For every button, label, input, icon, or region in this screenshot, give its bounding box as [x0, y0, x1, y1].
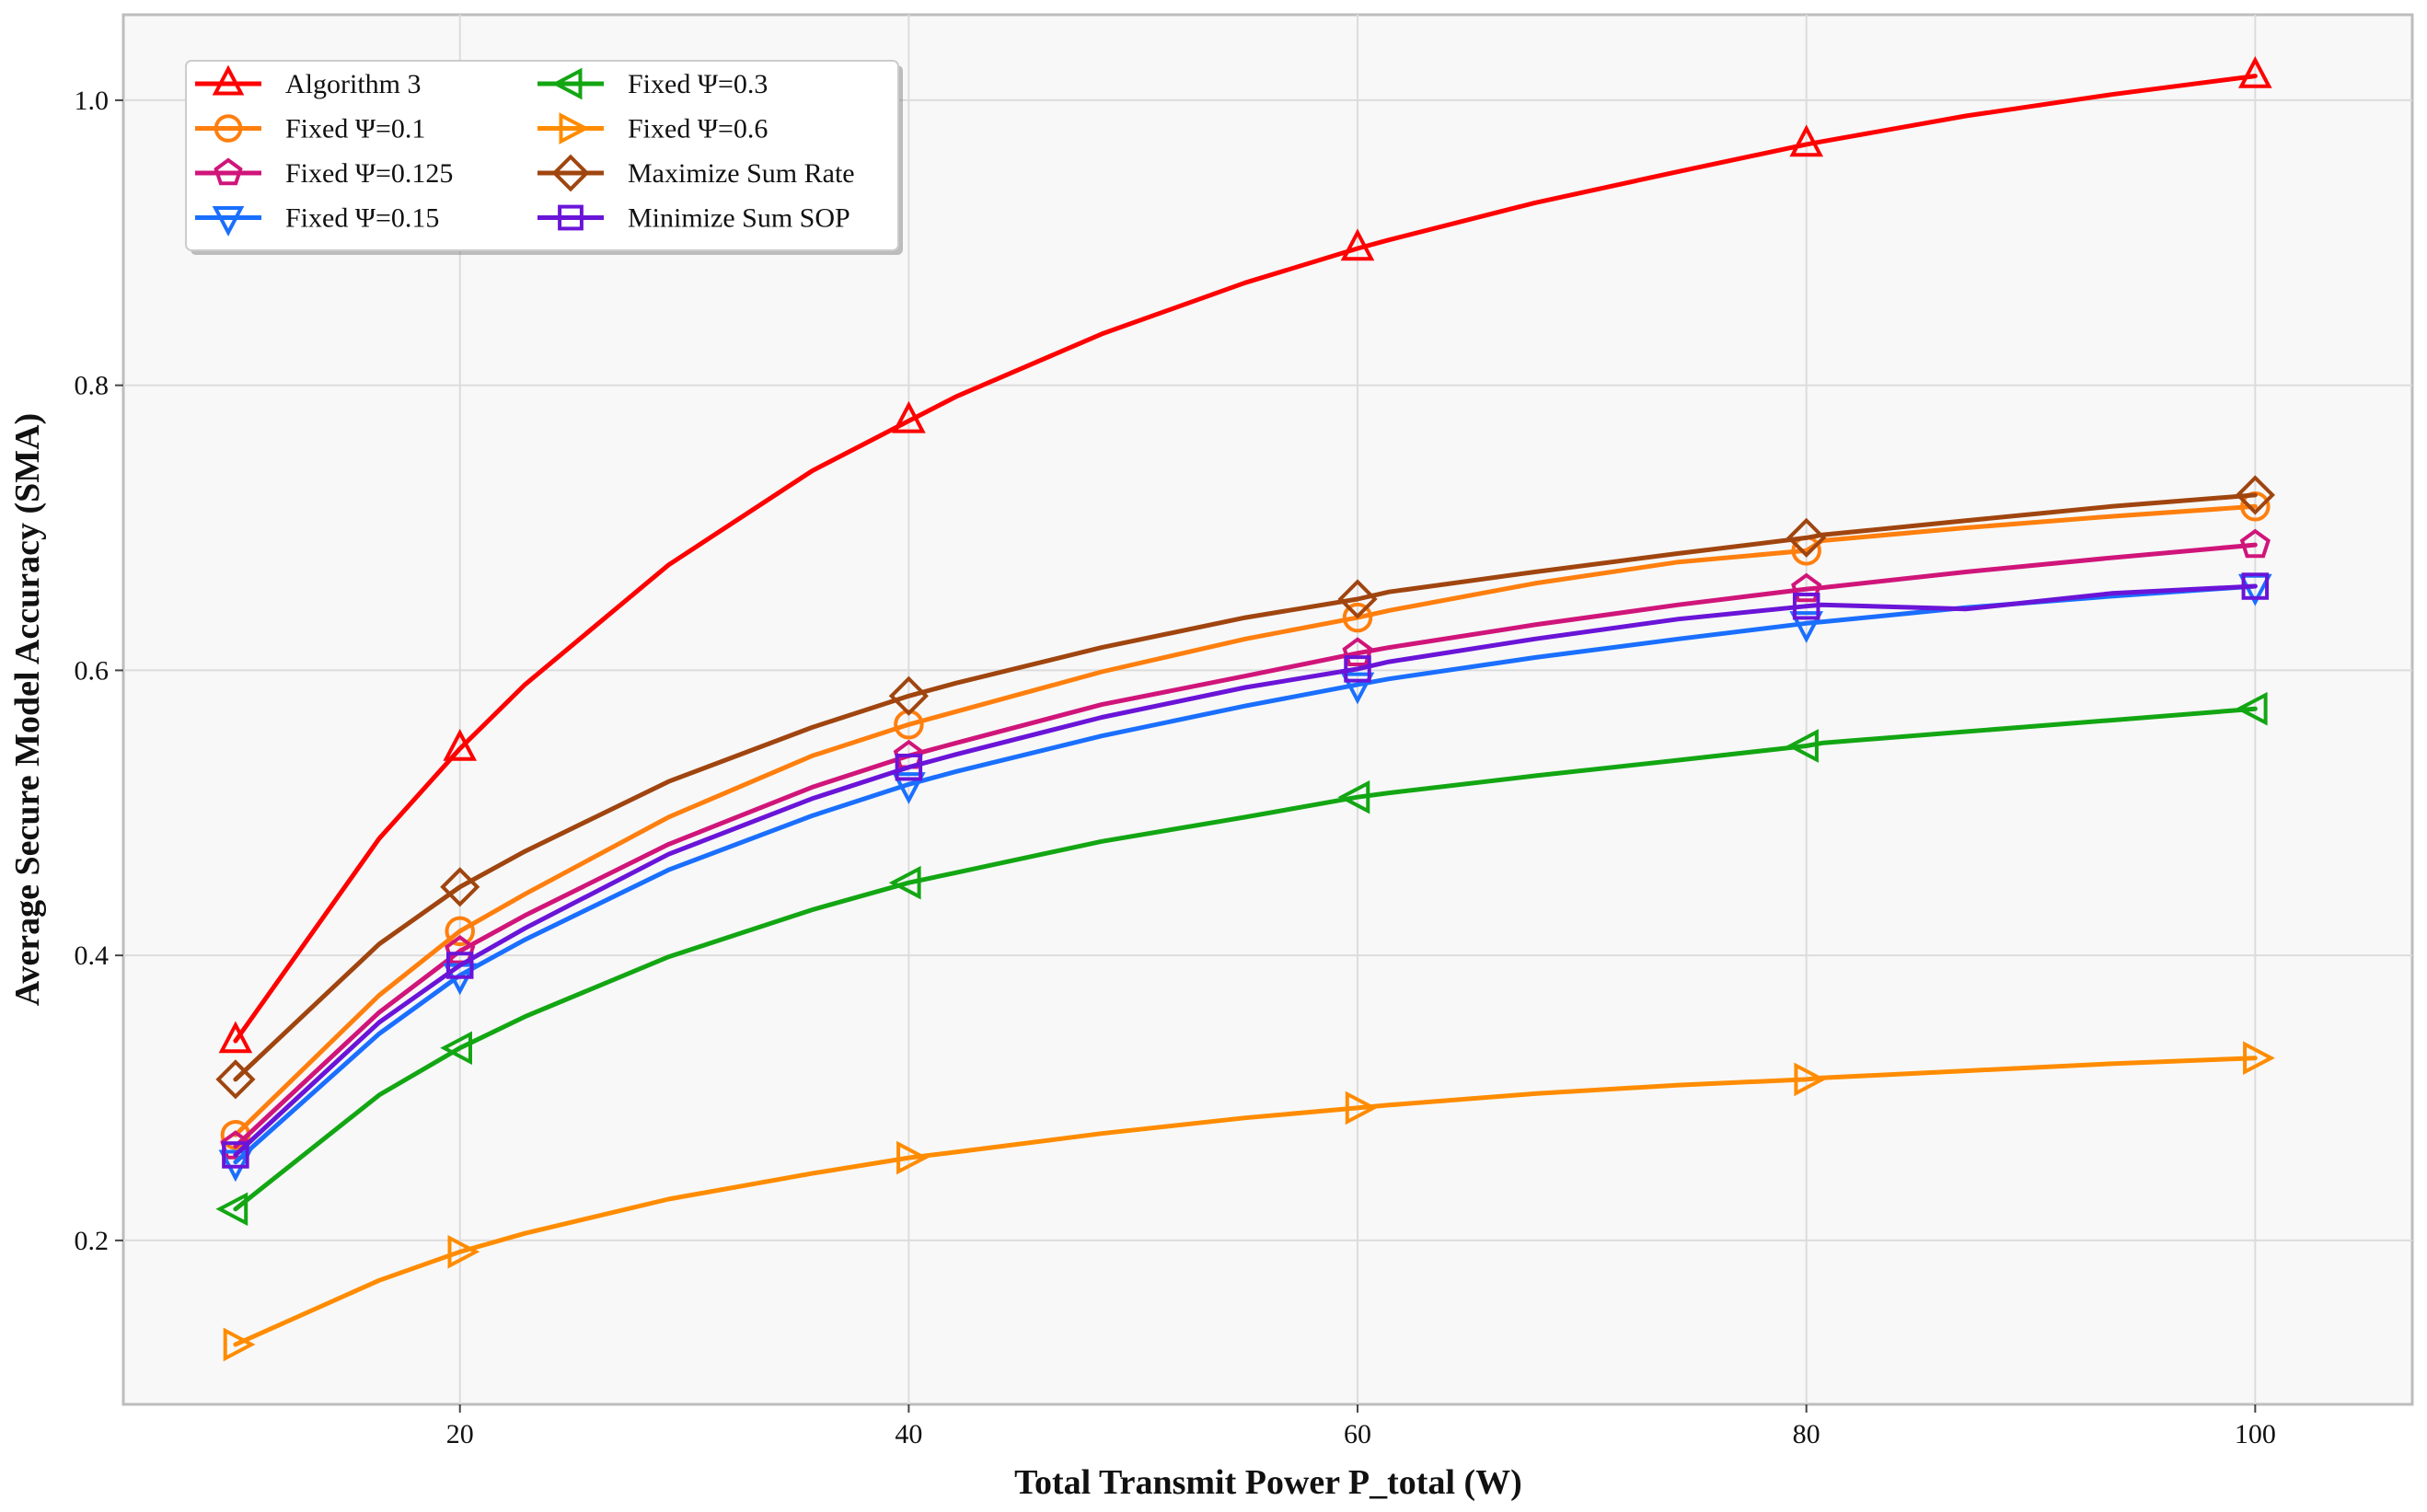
- series-line: [233, 583, 2258, 1158]
- data-point: [445, 952, 474, 979]
- data-point: [1342, 637, 1373, 666]
- legend-entries: Algorithm 3 Fixed Ψ=0.1 Fixed Ψ=0.125 Fixed…: [195, 64, 855, 237]
- data-point: [445, 935, 476, 964]
- legend-entry-fixed-0-3: Fixed Ψ=0.3: [537, 67, 768, 100]
- data-point: [2237, 56, 2272, 88]
- data-point: [440, 1031, 472, 1066]
- legend-entry-fixed-0-125: Fixed Ψ=0.125: [195, 157, 453, 189]
- legend-label: Maximize Sum Rate: [628, 158, 855, 189]
- data-point: [443, 729, 478, 761]
- data-point: [2239, 528, 2271, 559]
- data-point: [445, 916, 475, 947]
- series-line: [233, 706, 2258, 1212]
- data-point: [222, 1141, 249, 1169]
- data-point: [223, 1327, 256, 1362]
- legend-entry-fixed-0-15: Fixed Ψ=0.15: [195, 203, 439, 237]
- legend-box: [185, 60, 899, 251]
- series-fixed-0-125: [220, 528, 2271, 1160]
- series-fixed-0-3: [215, 691, 2268, 1227]
- legend-marker: [212, 206, 245, 237]
- data-point: [1344, 655, 1371, 683]
- y-tick-label: 0.2: [75, 1226, 110, 1256]
- y-axis-title: Average Secure Model Accuracy (SMA): [8, 413, 47, 1006]
- series-minimize-sum-sop: [222, 572, 2270, 1169]
- data-point: [892, 400, 926, 433]
- legend-marker: [214, 114, 243, 143]
- data-point: [1789, 611, 1824, 643]
- data-point: [1789, 124, 1824, 157]
- data-point: [892, 772, 926, 804]
- data-point: [1340, 672, 1375, 705]
- x-tick-label: 20: [446, 1419, 474, 1449]
- data-point: [2235, 691, 2268, 726]
- series-line: [233, 542, 2258, 1149]
- legend-marker: [558, 204, 584, 231]
- data-point: [1786, 729, 1819, 763]
- series-maximize-sum-rate: [215, 475, 2275, 1100]
- data-point: [440, 867, 480, 907]
- legend: Algorithm 3 Fixed Ψ=0.1 Fixed Ψ=0.125 Fixed…: [185, 60, 903, 255]
- legend-entry-algorithm-3: Algorithm 3: [195, 64, 422, 99]
- data-point: [2235, 475, 2275, 515]
- data-point: [2243, 1041, 2275, 1076]
- legend-label: Minimize Sum SOP: [628, 203, 850, 234]
- data-point: [896, 1140, 929, 1175]
- legend-marker: [214, 157, 243, 186]
- x-tick-label: 100: [2235, 1419, 2276, 1449]
- data-point: [2241, 572, 2270, 600]
- legend-entry-fixed-0-6: Fixed Ψ=0.6: [537, 112, 768, 144]
- data-point: [215, 1192, 248, 1227]
- series-fixed-0-6: [223, 1041, 2275, 1362]
- x-tick-label: 80: [1793, 1419, 1820, 1449]
- series-line: [233, 583, 2258, 1165]
- legend-marker: [551, 67, 583, 100]
- legend-label: Algorithm 3: [285, 69, 422, 99]
- legend-entry-minimize-sum-sop: Minimize Sum SOP: [537, 203, 850, 234]
- x-axis-title: Total Transmit Power P_total (W): [1014, 1463, 1522, 1502]
- data-point: [447, 1234, 480, 1269]
- data-point: [1340, 228, 1375, 261]
- data-point: [218, 1021, 253, 1054]
- data-point: [888, 865, 921, 900]
- legend-label: Fixed Ψ=0.1: [285, 114, 425, 144]
- y-tick-label: 1.0: [75, 86, 110, 116]
- data-point: [1791, 572, 1822, 603]
- data-point: [215, 1059, 256, 1100]
- data-point: [220, 1130, 251, 1160]
- axis-ticks: 20 40 60 80 100 0.2 0.4 0.6 0.8 1.0: [75, 86, 2276, 1449]
- legend-entry-fixed-0-1: Fixed Ψ=0.1: [195, 114, 425, 144]
- series-algorithm-3: [218, 56, 2272, 1054]
- data-point: [1794, 1062, 1827, 1097]
- data-point: [1345, 1091, 1378, 1125]
- y-tick-label: 0.8: [75, 371, 110, 401]
- data-point: [1342, 602, 1373, 633]
- y-tick-label: 0.6: [75, 655, 110, 686]
- legend-label: Fixed Ψ=0.15: [285, 203, 439, 234]
- legend-label: Fixed Ψ=0.3: [628, 69, 768, 99]
- legend-marker: [212, 64, 245, 96]
- legend-label: Fixed Ψ=0.6: [628, 114, 768, 144]
- series-line: [233, 74, 2258, 1044]
- legend-entry-maximize-sum-rate: Maximize Sum Rate: [537, 154, 855, 192]
- legend-marker: [551, 154, 590, 192]
- data-point: [888, 675, 929, 716]
- data-point: [1792, 592, 1820, 620]
- data-point: [1337, 579, 1378, 619]
- data-point: [1786, 517, 1827, 558]
- series-layer: [215, 56, 2275, 1362]
- x-tick-label: 40: [895, 1419, 922, 1449]
- x-tick-label: 60: [1344, 1419, 1371, 1449]
- data-point: [895, 753, 923, 781]
- data-point: [1337, 779, 1370, 814]
- y-tick-label: 0.4: [75, 941, 110, 971]
- legend-label: Fixed Ψ=0.125: [285, 158, 453, 189]
- legend-marker: [559, 112, 590, 144]
